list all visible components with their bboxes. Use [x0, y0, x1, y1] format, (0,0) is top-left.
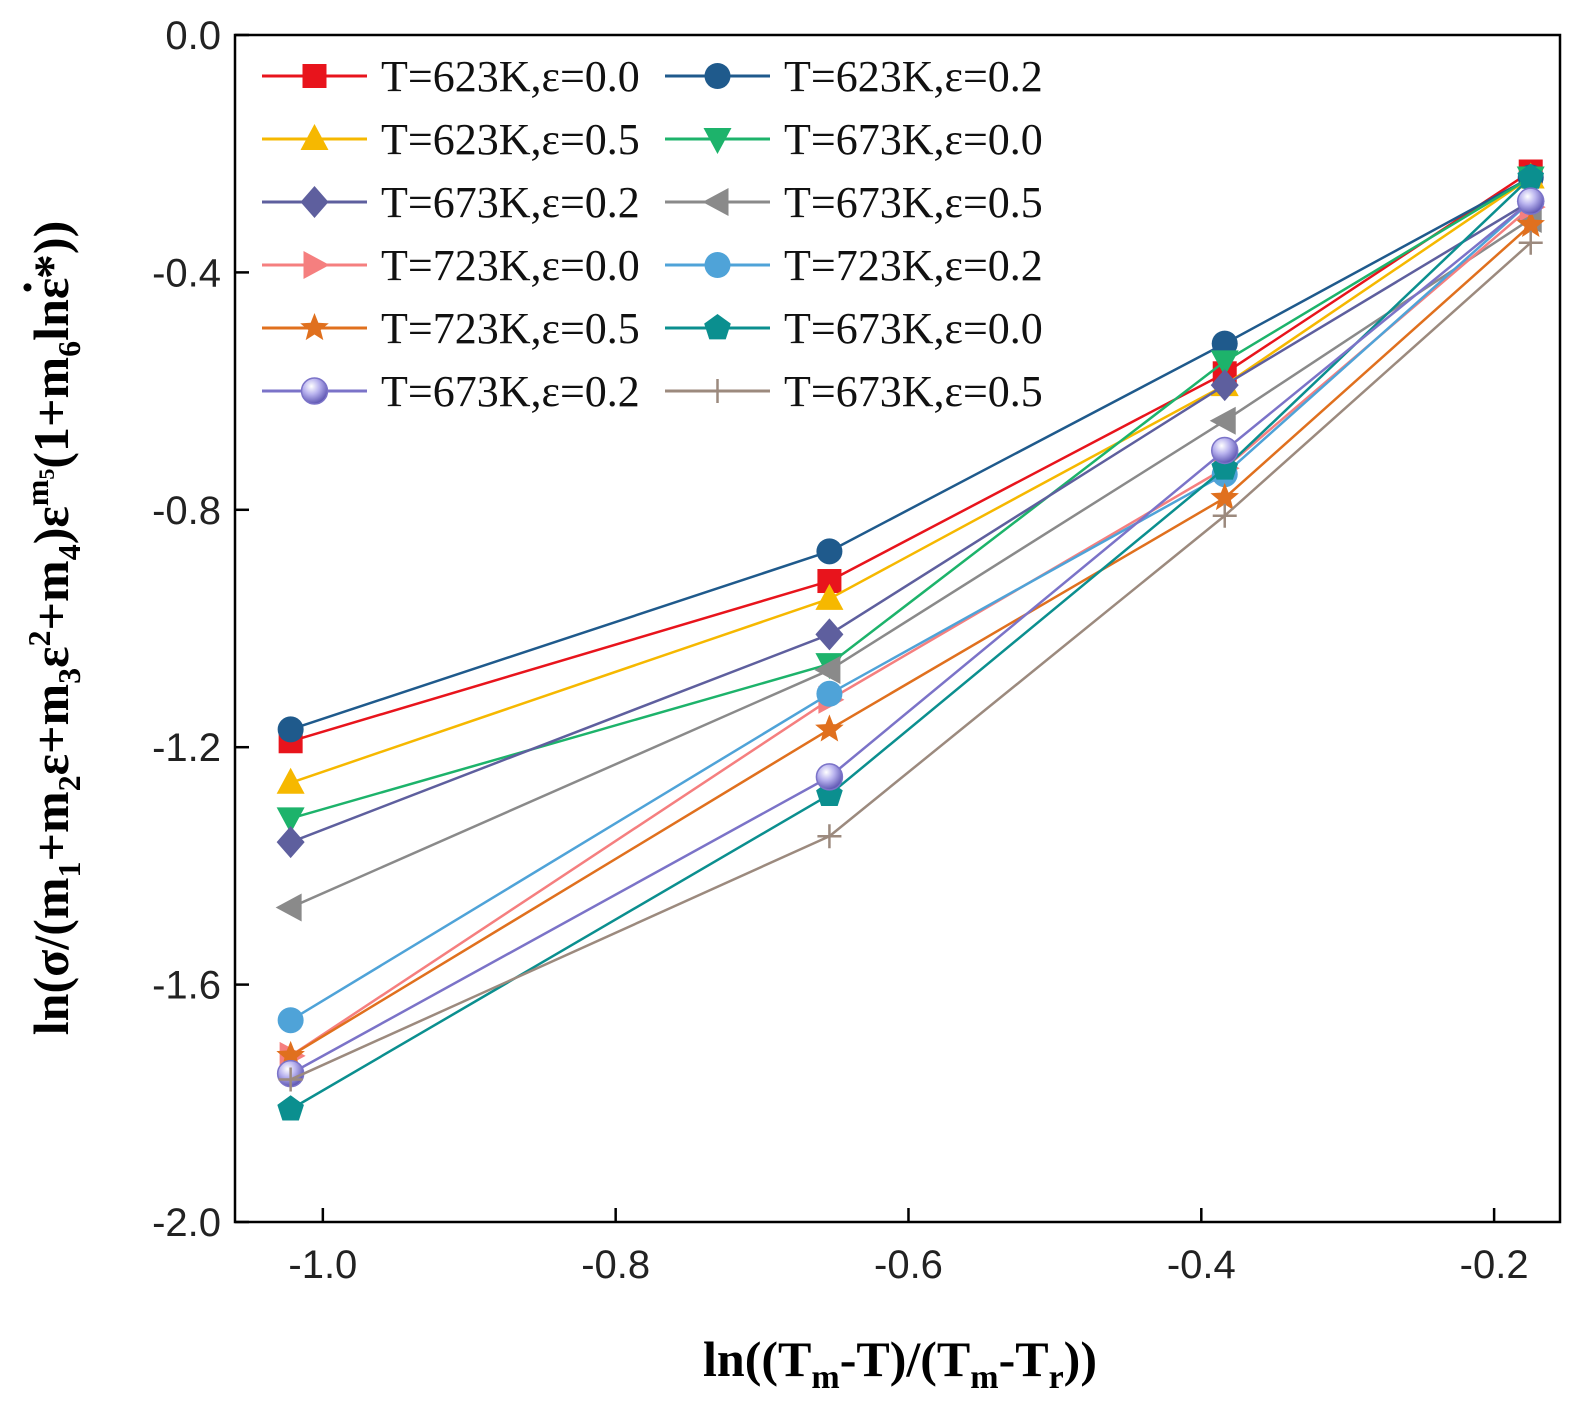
series-line: [290, 217, 1532, 909]
legend-label: T=723K,ε=0.2: [784, 241, 1043, 290]
legend-item: T=723K,ε=0.0: [262, 241, 640, 290]
data-point: [815, 763, 844, 791]
legend-label: T=623K,ε=0.5: [381, 115, 640, 164]
legend-label: T=673K,ε=0.0: [784, 304, 1043, 353]
legend-item: T=673K,ε=0.0: [665, 115, 1043, 164]
legend-item: T=623K,ε=0.2: [665, 52, 1043, 101]
series-line: [290, 176, 1532, 731]
data-point: [815, 714, 844, 742]
legend-marker: [302, 64, 327, 88]
data-point: [275, 893, 302, 922]
legend-marker: [702, 188, 729, 216]
y-tick-label: -1.6: [152, 964, 221, 1008]
x-tick-label: -0.6: [874, 1243, 943, 1287]
legend-marker: [300, 377, 329, 405]
series-line: [290, 200, 1532, 1075]
series-12: [278, 230, 1543, 1092]
legend-marker: [300, 124, 329, 150]
legend-label: T=673K,ε=0.0: [784, 115, 1043, 164]
data-point: [1209, 406, 1236, 435]
legend-item: T=673K,ε=0.0: [665, 304, 1043, 353]
series-line: [290, 170, 1532, 743]
legend-label: T=623K,ε=0.0: [381, 52, 640, 101]
legend-marker: [703, 128, 732, 154]
x-tick-label: -0.4: [1167, 1243, 1236, 1287]
data-point: [815, 583, 844, 610]
series-line: [289, 200, 1532, 1022]
y-tick-label: -1.2: [152, 726, 221, 770]
y-tick-label: 0.0: [165, 14, 221, 58]
data-point: [1210, 369, 1239, 402]
y-axis-title: ln(σ/(m1+m2ε+m3ε2+m4)εm5(1+m6lnε·*)): [0, 221, 87, 1035]
legend-label: T=723K,ε=0.5: [381, 304, 640, 353]
legend-label: T=673K,ε=0.2: [381, 178, 640, 227]
legend-marker: [704, 252, 731, 278]
legend: T=623K,ε=0.0 T=623K,ε=0.2 T=623K,ε=0.5 T=67…: [262, 52, 1043, 416]
legend-item: T=673K,ε=0.2: [262, 367, 640, 416]
x-tick-label: -0.8: [581, 1243, 650, 1287]
legend-item: T=673K,ε=0.5: [665, 367, 1043, 416]
legend-item: T=723K,ε=0.5: [262, 304, 640, 353]
series-layer: [275, 159, 1546, 1121]
data-point: [1210, 482, 1239, 511]
legend-marker: [300, 186, 329, 218]
data-point: [1518, 230, 1543, 255]
series-line: [290, 176, 1532, 784]
data-point: [278, 1067, 303, 1092]
legend-marker: [704, 314, 731, 340]
legend-item: T=723K,ε=0.2: [665, 241, 1043, 290]
series-line: [290, 176, 1532, 1111]
legend-marker: [705, 379, 730, 403]
data-point: [816, 538, 843, 565]
legend-item: T=673K,ε=0.5: [665, 178, 1043, 227]
x-tick-label: -0.2: [1460, 1243, 1529, 1287]
data-point: [1212, 503, 1237, 528]
x-tick-label: -1.0: [288, 1243, 357, 1287]
data-point: [1210, 350, 1239, 377]
series-line: [290, 241, 1532, 1081]
data-point: [1516, 187, 1545, 215]
y-tick-label: -0.8: [152, 489, 221, 533]
data-point: [816, 680, 843, 707]
series-11: [276, 187, 1545, 1088]
legend-label: T=673K,ε=0.2: [381, 367, 640, 416]
data-point: [815, 618, 844, 651]
data-point: [277, 1095, 304, 1121]
legend-marker: [303, 251, 330, 279]
plot-frame: [233, 33, 1562, 1224]
data-point: [276, 826, 305, 859]
data-point: [276, 1040, 305, 1068]
series-line: [290, 200, 1532, 844]
legend-marker: [300, 313, 329, 341]
data-point: [814, 656, 841, 685]
legend-marker: [704, 63, 731, 89]
legend-label: T=723K,ε=0.0: [381, 241, 640, 290]
data-point: [1211, 330, 1238, 357]
data-point: [1210, 436, 1239, 465]
legend-item: T=623K,ε=0.0: [262, 52, 640, 101]
data-point: [1516, 209, 1545, 238]
data-point: [817, 824, 842, 849]
legend-label: T=623K,ε=0.2: [784, 52, 1043, 101]
x-axis-ticks: -1.0 -0.8 -0.6 -0.4 -0.2: [288, 1208, 1529, 1287]
y-tick-label: -0.4: [152, 251, 221, 295]
x-axis-title: ln((Tm-T)/(Tm-Tr)): [703, 1331, 1097, 1396]
y-tick-label: -2.0: [152, 1201, 221, 1245]
y-axis-ticks: -2.0 -1.6 -1.2 -0.8 -0.4 0.0: [152, 14, 249, 1245]
legend-item: T=623K,ε=0.5: [262, 115, 640, 164]
data-point: [277, 716, 304, 743]
legend-label: T=673K,ε=0.5: [784, 178, 1043, 227]
data-point: [1517, 163, 1545, 189]
legend-item: T=673K,ε=0.2: [262, 178, 640, 227]
data-point: [276, 807, 305, 834]
data-point: [276, 767, 305, 794]
series-line: [290, 176, 1532, 820]
legend-label: T=673K,ε=0.5: [784, 367, 1043, 416]
data-point: [277, 1007, 304, 1034]
